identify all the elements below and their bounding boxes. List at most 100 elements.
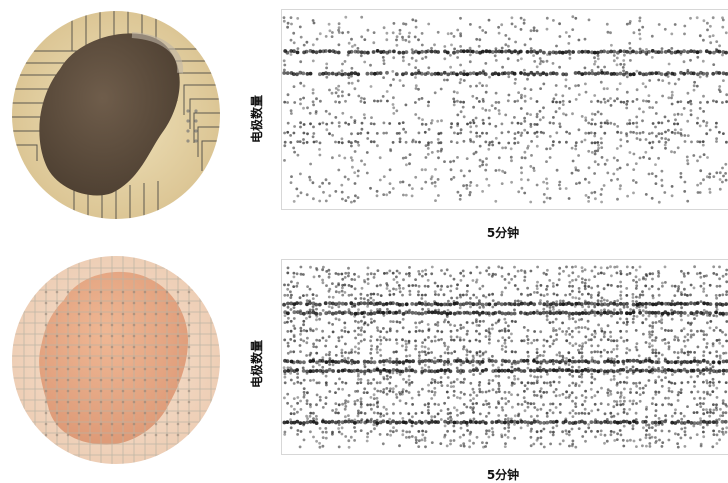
spike-point bbox=[536, 414, 539, 418]
spike-point bbox=[612, 59, 616, 63]
spike-point bbox=[496, 72, 501, 77]
spike-point bbox=[513, 382, 516, 385]
spike-point bbox=[615, 369, 620, 373]
spike-point bbox=[391, 31, 395, 35]
spike-point bbox=[696, 159, 699, 163]
spike-point bbox=[721, 25, 725, 29]
spike-point bbox=[426, 71, 430, 75]
spike-point bbox=[596, 350, 599, 354]
spike-point bbox=[622, 444, 626, 448]
spike-point bbox=[664, 328, 667, 332]
spike-point bbox=[484, 335, 488, 338]
spike-point bbox=[672, 72, 677, 77]
spike-point bbox=[337, 84, 341, 88]
spike-point bbox=[469, 430, 473, 434]
spike-point bbox=[510, 339, 514, 343]
spike-point bbox=[638, 387, 642, 390]
spike-point bbox=[555, 100, 558, 104]
spike-point bbox=[574, 445, 578, 449]
spike-point bbox=[389, 83, 393, 87]
spike-point bbox=[324, 35, 328, 38]
spike-point bbox=[538, 390, 542, 393]
spike-point bbox=[587, 292, 590, 296]
spike-point bbox=[679, 128, 683, 131]
spike-point bbox=[535, 347, 539, 351]
spike-point bbox=[580, 347, 584, 351]
spike-point bbox=[510, 381, 514, 385]
spike-point bbox=[359, 131, 363, 135]
spike-point bbox=[401, 338, 404, 342]
spike-point bbox=[712, 175, 716, 179]
spike-point bbox=[477, 324, 481, 327]
spike-point bbox=[705, 345, 708, 349]
spike-point bbox=[495, 390, 498, 394]
spike-point bbox=[446, 351, 450, 355]
spike-point bbox=[615, 147, 619, 150]
spike-point bbox=[526, 424, 530, 427]
spike-point bbox=[395, 132, 399, 135]
spike-point bbox=[446, 363, 450, 366]
spike-point bbox=[478, 25, 482, 29]
spike-point bbox=[462, 345, 466, 349]
spike-point bbox=[411, 140, 414, 144]
spike-point bbox=[711, 365, 715, 369]
spike-point bbox=[539, 375, 543, 379]
spike-point bbox=[392, 278, 396, 281]
spike-point bbox=[302, 329, 306, 332]
spike-point bbox=[395, 396, 399, 399]
spike-point bbox=[484, 168, 488, 172]
spike-point bbox=[686, 419, 691, 424]
spike-point bbox=[503, 329, 507, 333]
spike-point bbox=[696, 390, 700, 394]
spike-point bbox=[445, 312, 450, 316]
spike-point bbox=[459, 279, 463, 282]
spike-point bbox=[372, 298, 375, 302]
spike-point bbox=[286, 293, 290, 297]
spike-point bbox=[324, 436, 328, 440]
spike-point bbox=[417, 290, 420, 293]
spike-point bbox=[509, 50, 514, 55]
spike-point bbox=[677, 338, 680, 342]
spike-point bbox=[715, 171, 719, 175]
spike-point bbox=[554, 110, 558, 114]
spike-point bbox=[506, 420, 511, 424]
spike-point bbox=[683, 140, 687, 143]
spike-point bbox=[365, 391, 369, 394]
spike-point bbox=[589, 338, 593, 342]
spike-point bbox=[315, 439, 318, 443]
spike-point bbox=[490, 420, 495, 425]
spike-point bbox=[391, 301, 395, 306]
spike-point bbox=[683, 190, 687, 193]
spike-point bbox=[715, 284, 719, 288]
spike-point bbox=[712, 265, 716, 269]
spike-point bbox=[693, 385, 696, 388]
spike-point bbox=[475, 37, 479, 41]
spike-point bbox=[651, 351, 655, 354]
spike-point bbox=[459, 391, 463, 394]
spike-point bbox=[468, 169, 471, 173]
spike-point bbox=[650, 56, 654, 59]
spike-point bbox=[600, 329, 604, 333]
spike-point bbox=[526, 420, 531, 425]
spike-point bbox=[621, 419, 626, 424]
spike-point bbox=[570, 171, 574, 175]
spike-point bbox=[429, 72, 434, 77]
spike-point bbox=[631, 299, 635, 303]
spike-point bbox=[552, 339, 556, 343]
spike-point bbox=[404, 140, 408, 144]
spike-point bbox=[530, 140, 533, 143]
spike-point bbox=[465, 187, 469, 190]
spike-point bbox=[289, 426, 293, 430]
spike-point bbox=[619, 272, 623, 276]
spike-point bbox=[482, 122, 485, 125]
spike-point bbox=[395, 43, 399, 47]
spike-point bbox=[322, 190, 325, 194]
spike-point bbox=[526, 405, 530, 409]
spike-point bbox=[456, 396, 459, 399]
spike-point bbox=[366, 323, 370, 327]
spike-point bbox=[721, 402, 725, 405]
spike-point bbox=[686, 162, 690, 166]
spike-point bbox=[365, 151, 369, 154]
spike-point bbox=[296, 194, 300, 198]
spike-point bbox=[538, 311, 543, 316]
